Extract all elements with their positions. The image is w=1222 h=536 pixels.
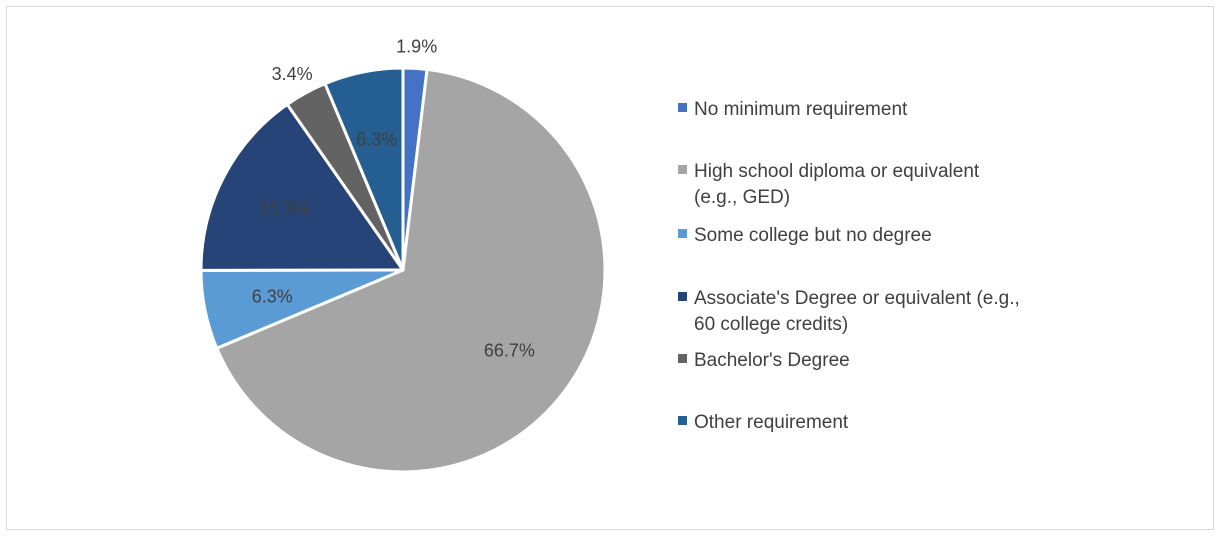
data-label-other-requirement: 6.3% xyxy=(356,129,397,149)
legend-label-line: Some college but no degree xyxy=(694,225,932,246)
legend-label-line: Bachelor's Degree xyxy=(694,350,850,371)
legend-swatch xyxy=(678,292,687,301)
legend-label: Other requirement xyxy=(694,412,849,433)
data-label-bachelor-s-degree: 3.4% xyxy=(272,64,313,84)
legend-item-no-minimum-requirement: No minimum requirement xyxy=(678,99,908,120)
legend-label-line: Associate's Degree or equivalent (e.g., xyxy=(694,288,1020,309)
legend-item-associate-s-degree-or-equivalent-e-g-60-college-credits: Associate's Degree or equivalent (e.g., 6… xyxy=(678,288,1020,335)
legend-swatch xyxy=(678,229,687,238)
pie-slice-associate-s-degree-or-equivalent-e-g-60-college-credits xyxy=(199,102,405,272)
legend-label: Bachelor's Degree xyxy=(694,350,850,371)
legend-label: Some college but no degree xyxy=(694,225,932,246)
pie-slice-other-requirement xyxy=(323,66,405,272)
legend-item-high-school-diploma-or-equivalent-e-g-ged: High school diploma or equivalent (e.g., … xyxy=(678,161,980,208)
legend-label: High school diploma or equivalent (e.g., … xyxy=(694,161,980,208)
legend-swatch xyxy=(678,354,687,363)
pie-slices xyxy=(199,66,607,474)
legend-label-line: (e.g., GED) xyxy=(694,187,790,208)
legend-item-bachelor-s-degree: Bachelor's Degree xyxy=(678,350,850,371)
legend-label: No minimum requirement xyxy=(694,99,908,120)
legend-item-other-requirement: Other requirement xyxy=(678,412,849,433)
data-label-no-minimum-requirement: 1.9% xyxy=(396,36,437,56)
pie-slice-high-school-diploma-or-equivalent-e-g-ged xyxy=(215,67,607,474)
legend-swatch xyxy=(678,103,687,112)
legend-label-line: High school diploma or equivalent xyxy=(694,161,980,182)
legend-label-line: No minimum requirement xyxy=(694,99,908,120)
legend-swatch xyxy=(678,416,687,425)
legend-label-line: Other requirement xyxy=(694,412,849,433)
data-label-associate-s-degree-or-equivalent-e-g-60-college-credits: 15.3% xyxy=(259,199,310,219)
legend: No minimum requirement High school diplom… xyxy=(678,99,1020,433)
legend-label-line: 60 college credits) xyxy=(694,314,848,335)
legend-swatch xyxy=(678,165,687,174)
data-label-high-school-diploma-or-equivalent-e-g-ged: 66.7% xyxy=(484,340,535,360)
data-label-some-college-but-no-degree: 6.3% xyxy=(252,286,293,306)
data-labels: 1.9% 66.7% 6.3% 15.3% 3.4% 6.3% xyxy=(252,36,535,360)
legend-label: Associate's Degree or equivalent (e.g., 6… xyxy=(694,288,1020,335)
legend-item-some-college-but-no-degree: Some college but no degree xyxy=(678,225,932,246)
